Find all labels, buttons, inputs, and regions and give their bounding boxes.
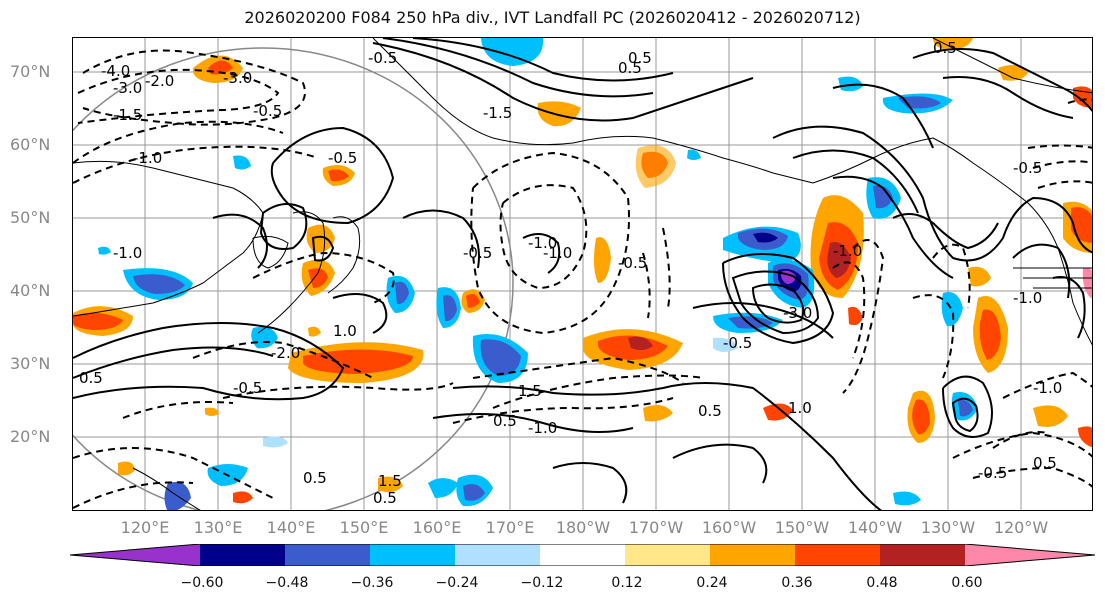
colorbar-segment — [200, 544, 286, 566]
lon-label-140w: 140°W — [847, 518, 903, 537]
contour-label: 0.5 — [493, 412, 517, 430]
positive-divergence-shading — [73, 38, 1092, 504]
contour-label: -2.0 — [271, 344, 300, 362]
contour-label: -3.0 — [223, 69, 252, 87]
lon-label-170w: 170°W — [628, 518, 684, 537]
lat-label-40n: 40°N — [10, 281, 51, 300]
contour-label: -1.0 — [543, 244, 572, 262]
contour-label: -0.5 — [253, 102, 282, 120]
contour-label: -3.0 — [113, 79, 142, 97]
contour-label-layer: -4.0 -3.0 -2.0 -1.5 -1.0 -0.5 -3.0 -0.5 … — [79, 39, 1062, 507]
colorbar-tick-label: −0.12 — [520, 575, 564, 591]
map-title: 2026020200 F084 250 hPa div., IVT Landfa… — [244, 8, 861, 27]
contour-label: -1.0 — [833, 242, 862, 260]
colorbar-segment — [710, 544, 796, 566]
colorbar-segment — [540, 544, 626, 566]
contour-label: -1.0 — [133, 149, 162, 167]
contour-label: -0.5 — [328, 149, 357, 167]
colorbar-extend-low — [70, 544, 200, 566]
contour-label: -1.0 — [528, 234, 557, 252]
lon-label-160w: 160°W — [701, 518, 757, 537]
colorbar-tick-label: 0.12 — [611, 575, 643, 591]
coastlines — [73, 38, 1092, 510]
lon-label-160e: 160°E — [412, 518, 462, 537]
contour-label: 0.5 — [303, 469, 327, 487]
colorbar-tick-label: 0.60 — [951, 575, 983, 591]
lon-label-150e: 150°E — [339, 518, 389, 537]
contour-label: -1.5 — [483, 104, 512, 122]
lat-label-70n: 70°N — [10, 62, 51, 81]
colorbar-segment — [880, 544, 966, 566]
contour-label: -0.5 — [233, 379, 262, 397]
contour-label: 0.5 — [1033, 454, 1057, 472]
colorbar-segment — [625, 544, 711, 566]
lat-label-20n: 20°N — [10, 427, 51, 446]
contour-label: -1.0 — [113, 244, 142, 262]
lon-label-140e: 140°E — [266, 518, 316, 537]
contour-label: -1.0 — [528, 419, 557, 437]
contour-label: 0.5 — [618, 59, 642, 77]
colorbar-segment — [795, 544, 881, 566]
colorbar — [70, 544, 1095, 566]
lon-label-130w: 130°W — [920, 518, 976, 537]
contour-label: -1.5 — [113, 106, 142, 124]
contour-label: -4.0 — [101, 62, 130, 80]
colorbar-tick-label: −0.36 — [350, 575, 394, 591]
contour-label: -0.5 — [1013, 159, 1042, 177]
lat-label-30n: 30°N — [10, 354, 51, 373]
contour-label: 0.5 — [933, 39, 957, 57]
contour-label: -0.5 — [463, 244, 492, 262]
colorbar-tick-label: 0.48 — [866, 575, 898, 591]
colorbar-segment — [455, 544, 541, 566]
colorbar-tick-label: −0.24 — [435, 575, 479, 591]
lat-label-60n: 60°N — [10, 135, 51, 154]
landfall-region-circle — [73, 47, 514, 510]
contour-label: 1.0 — [333, 322, 357, 340]
colorbar-segment — [370, 544, 456, 566]
contour-label: 1.5 — [378, 472, 402, 490]
contour-label: -0.5 — [618, 254, 647, 272]
colorbar-segments — [200, 544, 966, 566]
contour-label: 0.5 — [698, 402, 722, 420]
lat-label-50n: 50°N — [10, 208, 51, 227]
lon-label-120e: 120°E — [120, 518, 170, 537]
colorbar-tick-label: −0.60 — [180, 575, 224, 591]
contour-label: 1.5 — [518, 382, 542, 400]
contour-label: 0.5 — [373, 489, 397, 507]
shading-layer — [73, 38, 1092, 510]
contour-label: 1.0 — [788, 399, 812, 417]
map-canvas: -4.0 -3.0 -2.0 -1.5 -1.0 -0.5 -3.0 -0.5 … — [73, 38, 1092, 510]
contour-label: -3.0 — [783, 304, 812, 322]
contour-label: -1.0 — [1033, 379, 1062, 397]
map-panel: -4.0 -3.0 -2.0 -1.5 -1.0 -0.5 -3.0 -0.5 … — [72, 37, 1093, 511]
negative-divergence-shading — [98, 38, 978, 510]
colorbar-tick-label: 0.36 — [781, 575, 813, 591]
lon-label-180w: 180°W — [555, 518, 611, 537]
contour-label: -2.0 — [145, 72, 174, 90]
colorbar-tick-label: 0.24 — [696, 575, 728, 591]
negative-contours-dashed — [73, 49, 1092, 509]
lon-label-150w: 150°W — [774, 518, 830, 537]
contour-label: 0.5 — [628, 49, 652, 67]
lon-label-130e: 130°E — [193, 518, 243, 537]
graticule — [73, 38, 1092, 510]
lon-label-170e: 170°E — [485, 518, 535, 537]
contour-label: -0.5 — [978, 464, 1007, 482]
colorbar-segment — [285, 544, 371, 566]
contour-label: -0.5 — [723, 334, 752, 352]
contour-label: -0.5 — [368, 49, 397, 67]
contour-label: -1.0 — [1013, 289, 1042, 307]
lon-label-120w: 120°W — [993, 518, 1049, 537]
colorbar-extend-high — [965, 544, 1095, 566]
contour-label: 0.5 — [79, 369, 103, 387]
colorbar-tick-label: −0.48 — [265, 575, 309, 591]
